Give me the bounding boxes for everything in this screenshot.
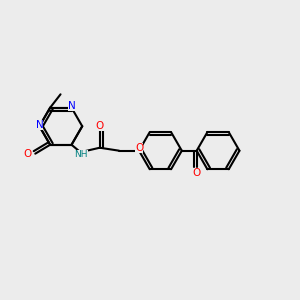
Text: N: N <box>36 120 43 130</box>
Text: O: O <box>193 168 201 178</box>
Text: O: O <box>96 121 104 131</box>
Text: N: N <box>68 101 76 111</box>
Text: NH: NH <box>74 150 88 159</box>
Text: O: O <box>24 149 32 159</box>
Text: O: O <box>135 143 143 153</box>
